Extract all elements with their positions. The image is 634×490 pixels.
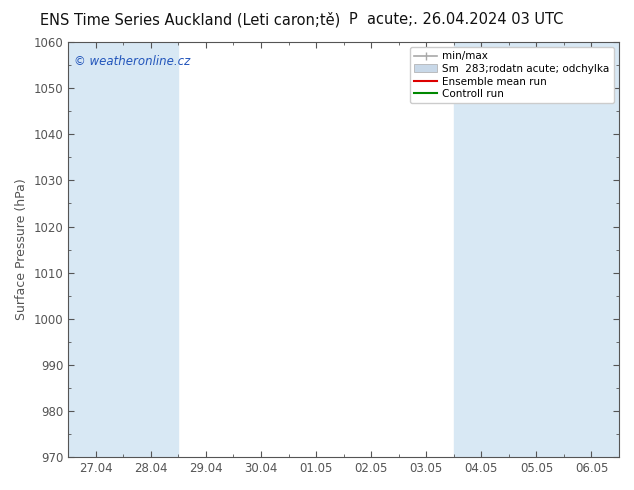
Bar — [564, 42, 619, 457]
Bar — [509, 42, 564, 457]
Text: P  acute;. 26.04.2024 03 UTC: P acute;. 26.04.2024 03 UTC — [349, 12, 564, 27]
Text: ENS Time Series Auckland (Leti caron;tě): ENS Time Series Auckland (Leti caron;tě) — [40, 12, 340, 28]
Bar — [68, 42, 123, 457]
Text: © weatheronline.cz: © weatheronline.cz — [74, 54, 190, 68]
Bar — [123, 42, 178, 457]
Bar — [454, 42, 509, 457]
Legend: min/max, Sm  283;rodatn acute; odchylka, Ensemble mean run, Controll run: min/max, Sm 283;rodatn acute; odchylka, … — [410, 47, 614, 103]
Y-axis label: Surface Pressure (hPa): Surface Pressure (hPa) — [15, 179, 28, 320]
